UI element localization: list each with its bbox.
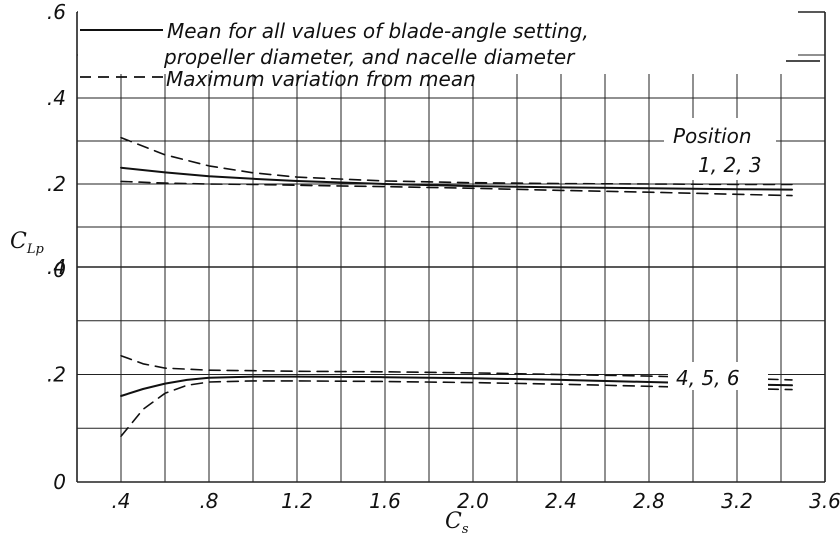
y-tick-label-zero: 0	[53, 470, 66, 494]
position-label-upper-line2: 1, 2, 3	[698, 153, 762, 177]
x-axis-label: Cs	[445, 509, 469, 537]
series-line-lower-variation-lower	[120, 380, 793, 438]
position-label-lower-background	[668, 362, 768, 390]
series-group	[120, 136, 793, 438]
legend: Mean for all values of blade-angle setti…	[78, 8, 820, 91]
y-tick-label: .6	[47, 0, 66, 24]
y-tick-label-zero: 0	[53, 258, 66, 282]
position-label-upper-line1: Position	[673, 124, 752, 148]
series-line-upper-variation-lower	[120, 180, 793, 197]
legend-mean-label-line1: Mean for all values of blade-angle setti…	[167, 19, 589, 43]
x-tick-label: 1.6	[369, 489, 401, 513]
series-line-lower-mean	[120, 375, 793, 397]
series-line-upper-mean	[120, 166, 793, 191]
series-line-upper-variation-upper	[120, 136, 793, 186]
panel-labels: Position 1, 2, 3 4, 5, 6	[664, 118, 776, 390]
x-tick-label: 2.0	[457, 489, 489, 513]
axis-titles: CLp Cs	[10, 229, 469, 537]
tick-labels: .2.4.6.2.400.4.8 1.2 1.6 2.0 2.4 2.8 3.2 3.6	[47, 0, 840, 513]
x-tick-label: .4	[111, 489, 130, 513]
series-line-lower-variation-upper	[120, 354, 793, 381]
y-tick-label: .4	[47, 86, 66, 110]
legend-variation-label: Maximum variation from mean	[166, 67, 476, 91]
y-tick-label: .4	[47, 255, 66, 279]
legend-background	[78, 8, 798, 74]
x-tick-label: 3.6	[809, 489, 840, 513]
x-tick-label: 3.2	[721, 489, 753, 513]
position-label-background	[664, 118, 776, 180]
position-label-lower: 4, 5, 6	[676, 366, 740, 390]
y-tick-label: .2	[47, 363, 66, 387]
y-tick-label: .2	[47, 172, 66, 196]
legend-mean-label-line2: propeller diameter, and nacelle diameter	[163, 45, 576, 69]
x-tick-label: 2.8	[633, 489, 665, 513]
x-tick-label: 1.2	[281, 489, 313, 513]
x-tick-label: .8	[199, 489, 218, 513]
y-axis-label: CLp	[10, 229, 44, 257]
x-tick-label: 2.4	[545, 489, 577, 513]
